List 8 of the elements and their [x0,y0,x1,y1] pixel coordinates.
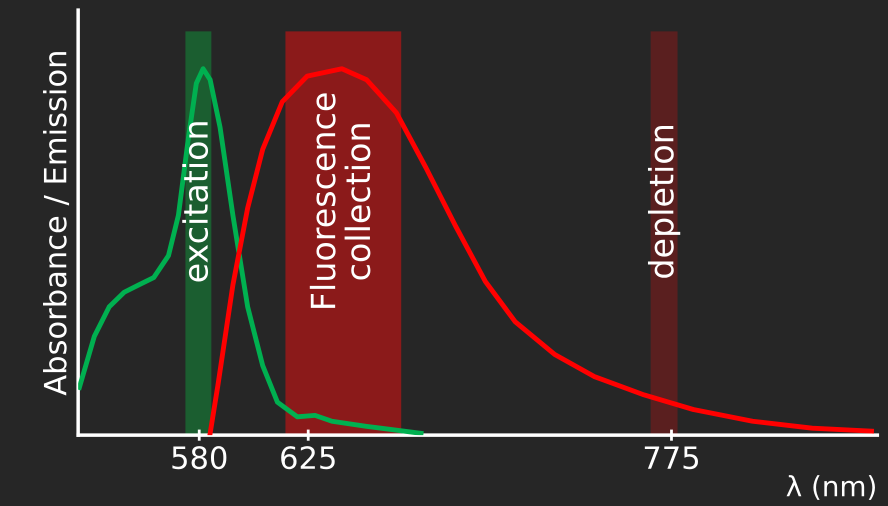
band-label: Fluorescence collection [310,93,370,308]
x-tick-label: 625 [281,446,335,470]
x-tick-label: 580 [172,446,226,470]
x-axis-title: λ (nm) [786,475,875,500]
x-tick-label: 775 [644,446,698,470]
band-label: excitation [182,122,208,282]
band-label: depletion [648,126,680,278]
y-axis-title: Absorbance / Emission [43,52,70,396]
